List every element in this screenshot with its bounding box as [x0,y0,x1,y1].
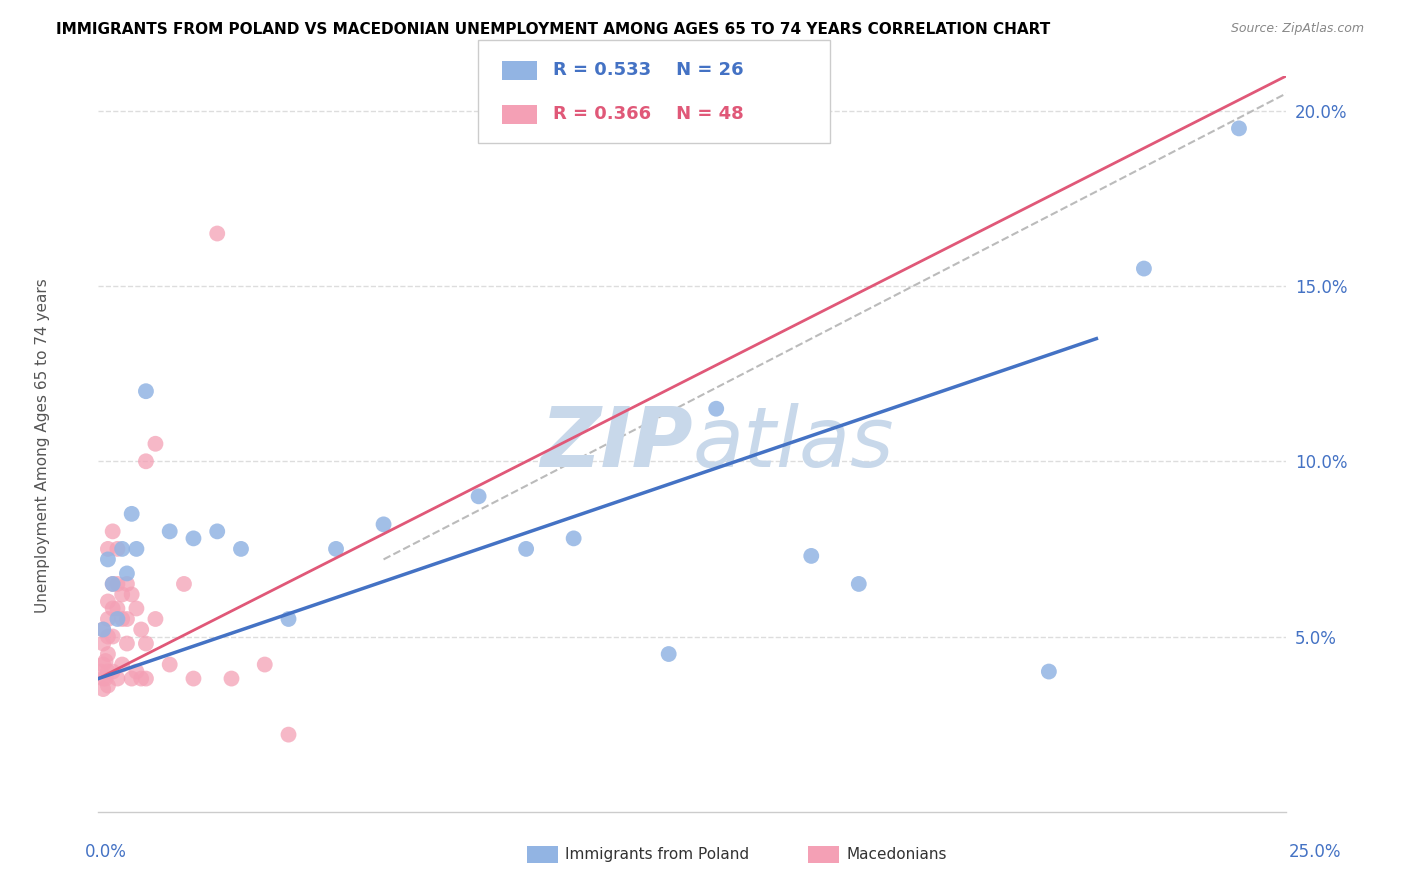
Point [97,541,120,556]
Point [1038,665,1060,679]
Point [658,647,681,661]
Point [125,665,148,679]
Point [91,672,114,686]
Point [173,577,195,591]
Point [229,541,252,556]
Point [135,384,157,399]
Point [91,681,114,696]
Point [107,541,129,556]
Text: Immigrants from Poland: Immigrants from Poland [565,847,749,862]
Text: ZIP: ZIP [540,403,692,484]
Point [467,489,489,503]
Point [107,577,129,591]
Point [91,623,114,637]
Point [121,587,143,601]
Point [207,524,229,539]
Point [107,612,129,626]
Text: R = 0.366    N = 48: R = 0.366 N = 48 [553,105,744,123]
Text: Unemployment Among Ages 65 to 74 years: Unemployment Among Ages 65 to 74 years [35,278,49,614]
Text: atlas: atlas [692,403,894,484]
Point [121,507,143,521]
Point [91,657,114,672]
Point [277,612,299,626]
Point [97,679,120,693]
Point [97,594,120,608]
Point [94,654,117,668]
Point [115,612,138,626]
Point [129,623,152,637]
Point [1133,261,1156,276]
Point [135,636,157,650]
Text: R = 0.533    N = 26: R = 0.533 N = 26 [553,62,744,79]
Text: 0.0%: 0.0% [84,843,127,861]
Point [207,227,229,241]
Point [101,577,124,591]
Point [94,672,117,686]
Point [325,541,347,556]
Point [101,577,124,591]
Point [97,630,120,644]
Point [800,549,823,563]
Text: Macedonians: Macedonians [846,847,946,862]
Point [121,672,143,686]
Point [111,541,134,556]
Point [135,454,157,468]
Point [101,665,124,679]
Point [129,672,152,686]
Point [159,657,181,672]
Point [848,577,870,591]
Point [159,524,181,539]
Point [183,672,205,686]
Point [90,665,112,679]
Point [115,577,138,591]
Text: IMMIGRANTS FROM POLAND VS MACEDONIAN UNEMPLOYMENT AMONG AGES 65 TO 74 YEARS CORR: IMMIGRANTS FROM POLAND VS MACEDONIAN UNE… [56,22,1050,37]
Text: Source: ZipAtlas.com: Source: ZipAtlas.com [1230,22,1364,36]
Point [253,657,276,672]
Point [125,601,148,615]
Point [107,672,129,686]
Point [101,524,124,539]
Point [111,587,134,601]
Point [221,672,243,686]
Point [97,552,120,566]
Point [111,612,134,626]
Point [183,532,205,546]
Point [101,601,124,615]
Point [373,517,395,532]
Point [97,665,120,679]
Point [91,623,114,637]
Point [562,532,585,546]
Point [107,601,129,615]
Point [277,728,299,742]
Point [1227,121,1250,136]
Point [115,636,138,650]
Point [704,401,727,416]
Point [125,541,148,556]
Point [111,657,134,672]
Point [101,630,124,644]
Point [97,612,120,626]
Point [115,566,138,581]
Point [145,436,167,450]
Point [91,636,114,650]
Text: 25.0%: 25.0% [1288,843,1341,861]
Point [135,672,157,686]
Point [145,612,167,626]
Point [97,647,120,661]
Point [515,541,537,556]
